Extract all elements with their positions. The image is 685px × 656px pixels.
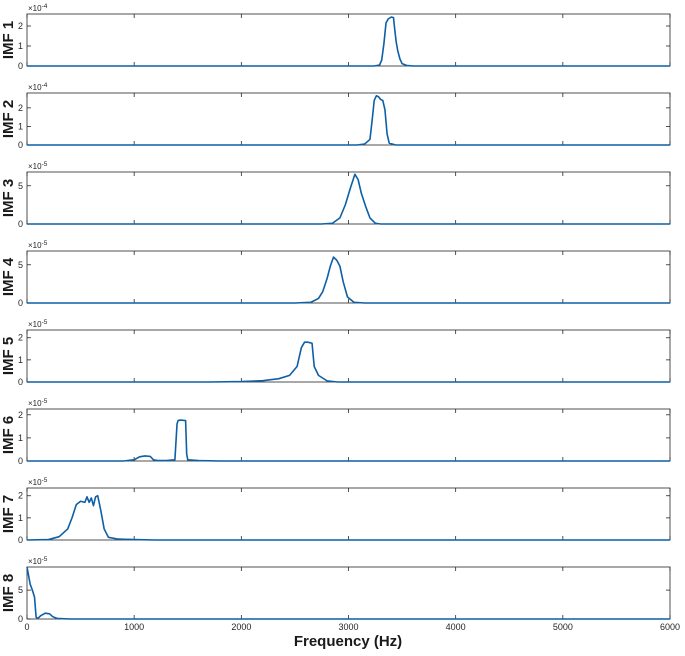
y-tick-label-imf-7-0: 0 <box>18 535 23 545</box>
axes-box-imf-2 <box>26 92 671 146</box>
exponent-label-imf-1: ×10-4 <box>28 3 48 13</box>
y-tick-label-imf-7-1: 1 <box>18 513 23 523</box>
y-tick-label-imf-2-1: 1 <box>18 121 23 131</box>
axes-box-imf-5 <box>26 329 671 383</box>
axes-box-imf-1 <box>26 13 671 67</box>
y-tick-label-imf-3-1: 5 <box>18 181 23 191</box>
panel-imf-2: 0 1 2 ×10-4 IMF 2 <box>0 82 671 150</box>
x-tick-label-3: 3000 <box>338 622 358 632</box>
y-axis-label-imf-7: IMF 7 <box>0 495 17 533</box>
x-tick-label-4: 4000 <box>446 622 466 632</box>
y-tick-label-imf-8-1: 5 <box>18 585 23 595</box>
panel-imf-5: 0 1 2 ×10-5 IMF 5 <box>0 319 671 387</box>
series-line-imf-8-0 <box>26 566 670 620</box>
axes-box-imf-3 <box>26 171 671 225</box>
panel-imf-1: 0 1 2 ×10-4 IMF 1 <box>0 3 671 71</box>
y-tick-label-imf-5-0: 0 <box>18 377 23 387</box>
exponent-label-imf-6: ×10-5 <box>28 398 48 408</box>
y-tick-label-imf-6-1: 1 <box>18 433 23 443</box>
y-axis-label-imf-5: IMF 5 <box>0 337 17 375</box>
y-axis-label-imf-2: IMF 2 <box>0 100 17 138</box>
series-line-imf-7-0 <box>26 494 670 541</box>
x-tick-label-1: 1000 <box>124 622 144 632</box>
panel-imf-4: 0 5 ×10-5 IMF 4 <box>0 240 671 308</box>
panel-imf-7: 0 1 2 ×10-5 IMF 7 <box>0 477 671 545</box>
x-tick-label-2: 2000 <box>231 622 251 632</box>
y-tick-label-imf-6-2: 2 <box>18 410 23 420</box>
y-tick-label-imf-7-2: 2 <box>18 491 23 501</box>
y-tick-label-imf-5-1: 1 <box>18 355 23 365</box>
axes-box-imf-7 <box>26 487 671 541</box>
series-line-imf-2-0 <box>27 94 670 146</box>
exponent-label-imf-2: ×10-4 <box>28 82 48 92</box>
exponent-label-imf-3: ×10-5 <box>28 161 48 171</box>
exponent-label-imf-5: ×10-5 <box>28 319 48 329</box>
x-tick-label-5: 5000 <box>553 622 573 632</box>
series-line-imf-6-0 <box>27 419 670 462</box>
y-tick-label-imf-4-0: 0 <box>18 298 23 308</box>
exponent-label-imf-8: ×10-5 <box>28 556 48 566</box>
axes-box-imf-6 <box>26 408 671 462</box>
y-axis-label-imf-4: IMF 4 <box>0 257 17 296</box>
panel-imf-6: 0 1 2 ×10-5 IMF 6 <box>0 398 671 466</box>
panel-imf-8: 0 5 0 1000 2000 3000 4000 5000 6000 ×10-5 IMF 8 <box>0 556 680 632</box>
y-axis-label-imf-8: IMF 8 <box>0 574 17 612</box>
exponent-label-imf-4: ×10-5 <box>28 240 48 250</box>
axes-box-imf-8 <box>26 566 671 620</box>
y-tick-label-imf-1-1: 1 <box>18 41 23 51</box>
y-tick-label-imf-2-2: 2 <box>18 103 23 113</box>
series-line-imf-1-0 <box>27 16 670 67</box>
x-tick-label-0: 0 <box>24 622 29 632</box>
panel-imf-3: 0 5 ×10-5 IMF 3 <box>0 161 671 229</box>
series-line-imf-3-0 <box>27 173 670 225</box>
y-tick-label-imf-5-2: 2 <box>18 333 23 343</box>
y-tick-label-imf-1-2: 2 <box>18 21 23 31</box>
y-tick-label-imf-4-1: 5 <box>18 260 23 270</box>
series-line-imf-5-0 <box>27 341 670 383</box>
y-tick-label-imf-8-0: 0 <box>18 614 23 624</box>
y-tick-label-imf-3-0: 0 <box>18 219 23 229</box>
x-tick-label-6: 6000 <box>660 622 680 632</box>
exponent-label-imf-7: ×10-5 <box>28 477 48 487</box>
series-line-imf-4-0 <box>27 256 670 304</box>
y-axis-label-imf-1: IMF 1 <box>0 21 17 59</box>
y-tick-label-imf-1-0: 0 <box>18 61 23 71</box>
y-tick-label-imf-6-0: 0 <box>18 456 23 466</box>
y-tick-label-imf-2-0: 0 <box>18 140 23 150</box>
x-axis-label: Frequency (Hz) <box>294 633 402 650</box>
y-axis-label-imf-6: IMF 6 <box>0 416 17 454</box>
axes-box-imf-4 <box>26 250 671 304</box>
y-axis-label-imf-3: IMF 3 <box>0 179 17 217</box>
